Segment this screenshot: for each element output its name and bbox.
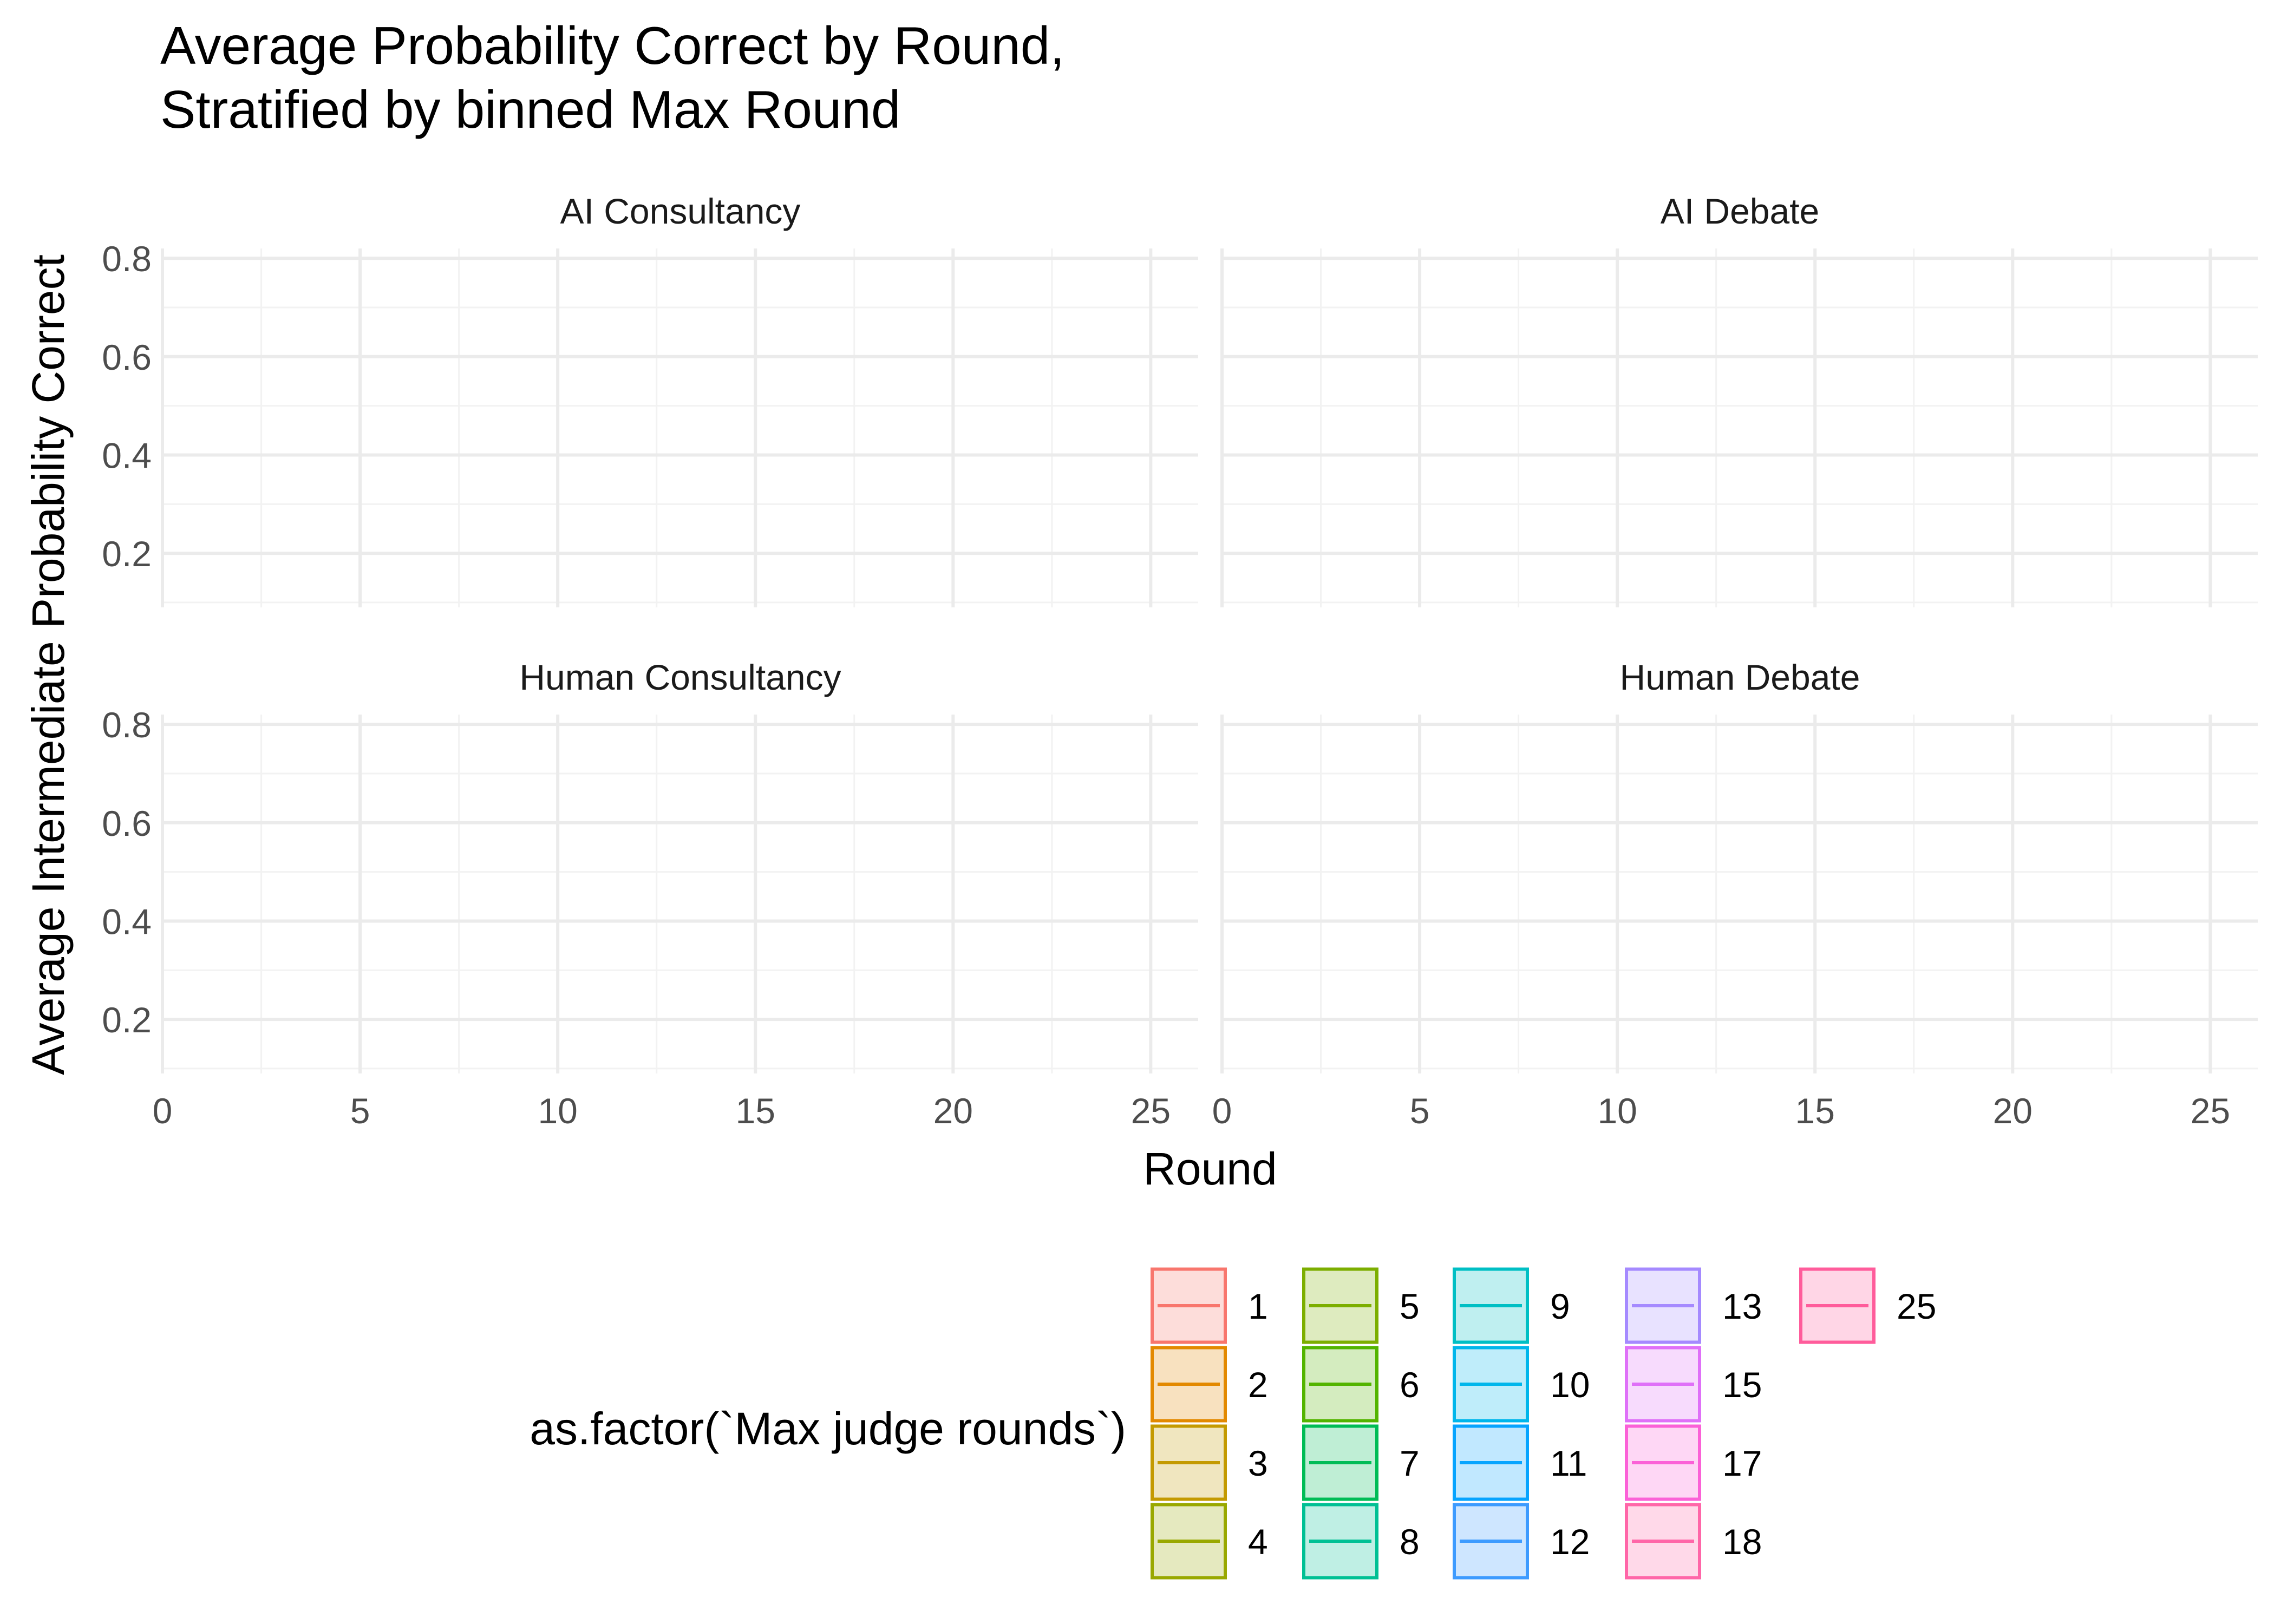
x-tick-label: 5: [1410, 1091, 1430, 1131]
legend-entry-25: 25: [1799, 1267, 1936, 1344]
y-tick-label: 0.2: [102, 534, 152, 574]
x-tick-label: 15: [736, 1091, 775, 1131]
legend-label: 13: [1722, 1286, 1762, 1326]
legend-label: 15: [1722, 1365, 1762, 1405]
facet-title: Human Consultancy: [519, 657, 841, 697]
facet-panel-ai-debate: AI Debate: [1220, 191, 2258, 607]
x-tick-label: 20: [933, 1091, 973, 1131]
y-tick-label: 0.2: [102, 1000, 152, 1040]
y-axis-label: Average Intermediate Probability Correct: [23, 254, 74, 1075]
legend-entry-7: 7: [1302, 1424, 1420, 1501]
facet-panel-human-consultancy: Human Consultancy 0.2 0.4 0.6 0.8 0 5 10 15 20 25: [102, 657, 1198, 1131]
y-tick-label: 0.8: [102, 705, 152, 745]
facet-panel-human-debate: Human Debate 0 5 10 15 20 25: [1212, 657, 2258, 1131]
legend-label: 17: [1722, 1443, 1762, 1483]
legend-label: 7: [1400, 1443, 1420, 1483]
legend-entry-1: 1: [1151, 1267, 1268, 1344]
legend-entry-4: 4: [1151, 1503, 1268, 1580]
x-tick-label: 10: [1597, 1091, 1637, 1131]
legend-entry-3: 3: [1151, 1424, 1268, 1501]
legend-label: 4: [1248, 1522, 1268, 1562]
legend-entry-9: 9: [1453, 1267, 1570, 1344]
legend-label: 9: [1550, 1286, 1570, 1326]
y-tick-label: 0.4: [102, 435, 152, 475]
legend-label: 6: [1400, 1365, 1420, 1405]
x-tick-label: 0: [153, 1091, 173, 1131]
chart-title: Average Probability Correct by Round,: [160, 16, 1065, 75]
x-axis-label: Round: [1143, 1143, 1277, 1194]
x-tick-label: 0: [1212, 1091, 1232, 1131]
legend-label: 25: [1897, 1286, 1936, 1326]
y-tick-label: 0.6: [102, 337, 152, 377]
legend-title: as.factor(`Max judge rounds`): [530, 1403, 1126, 1454]
chart-subtitle: Stratified by binned Max Round: [160, 80, 900, 139]
legend-label: 2: [1248, 1365, 1268, 1405]
facet-title: Human Debate: [1620, 657, 1860, 697]
legend-entry-6: 6: [1302, 1346, 1420, 1423]
y-tick-label: 0.8: [102, 239, 152, 279]
legend-label: 12: [1550, 1522, 1590, 1562]
facet-title: AI Debate: [1661, 191, 1820, 231]
y-tick-label: 0.6: [102, 803, 152, 843]
legend-label: 18: [1722, 1522, 1762, 1562]
legend-entry-5: 5: [1302, 1267, 1420, 1344]
legend-entry-10: 10: [1453, 1346, 1590, 1423]
legend-label: 8: [1400, 1522, 1420, 1562]
y-tick-label: 0.4: [102, 901, 152, 941]
legend-label: 1: [1248, 1286, 1268, 1326]
legend-label: 5: [1400, 1286, 1420, 1326]
facet-panel-ai-consultancy: AI Consultancy 0.2 0.4 0.6 0.8: [102, 191, 1198, 607]
x-tick-label: 15: [1795, 1091, 1835, 1131]
legend-entry-11: 11: [1453, 1424, 1587, 1501]
legend-entry-8: 8: [1302, 1503, 1420, 1580]
legend-label: 3: [1248, 1443, 1268, 1483]
facet-panels: AI Consultancy 0.2 0.4 0.6 0.8 AI Debate Human…: [102, 191, 2258, 1131]
x-tick-label: 25: [2191, 1091, 2230, 1131]
legend-entry-13: 13: [1625, 1267, 1762, 1344]
legend-entry-18: 18: [1625, 1503, 1762, 1580]
x-tick-label: 20: [1993, 1091, 2033, 1131]
legend-entry-12: 12: [1453, 1503, 1590, 1580]
legend-entry-17: 17: [1625, 1424, 1762, 1501]
facet-title: AI Consultancy: [560, 191, 801, 231]
legend-entry-2: 2: [1151, 1346, 1268, 1423]
x-tick-label: 5: [350, 1091, 370, 1131]
x-tick-label: 10: [538, 1091, 577, 1131]
legend-label: 11: [1550, 1443, 1587, 1483]
x-tick-label: 25: [1131, 1091, 1171, 1131]
legend-entry-15: 15: [1625, 1346, 1762, 1423]
legend-label: 10: [1550, 1365, 1590, 1405]
